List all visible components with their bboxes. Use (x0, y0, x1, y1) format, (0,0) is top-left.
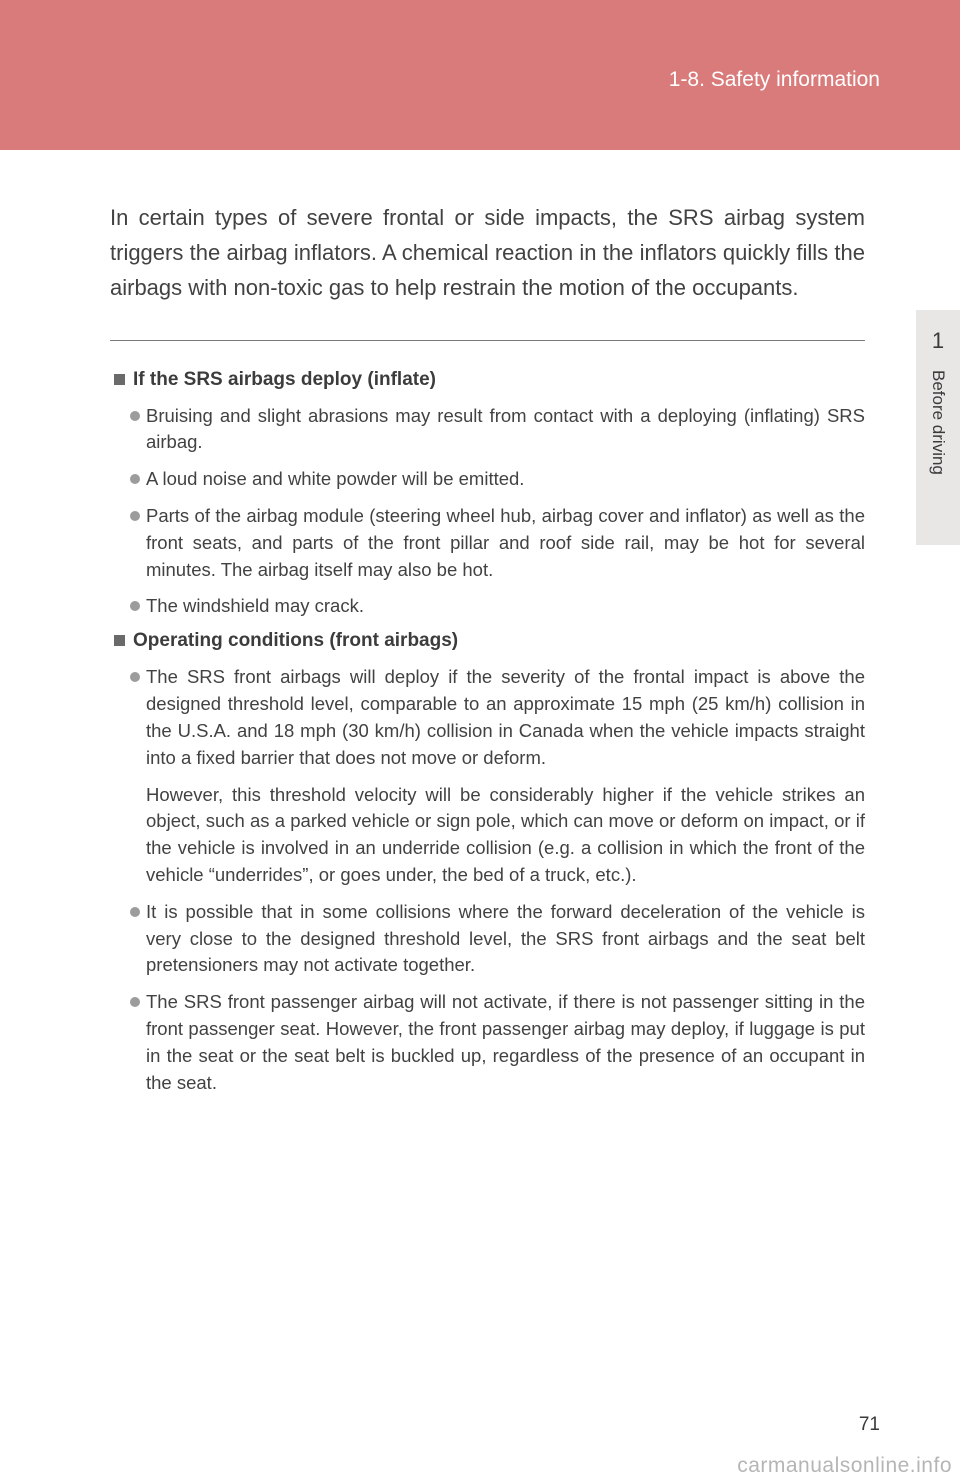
list-item: Parts of the airbag module (steering whe… (110, 503, 865, 583)
bullet-text: The SRS front airbags will deploy if the… (146, 664, 865, 889)
header-section-label: 1-8. Safety information (669, 68, 880, 92)
list-item: The SRS front airbags will deploy if the… (110, 664, 865, 889)
bullet-text: The windshield may crack. (146, 593, 865, 620)
page-content: In certain types of severe frontal or si… (110, 200, 865, 1106)
bullet-text: The SRS front passenger airbag will not … (146, 989, 865, 1096)
list-item: The windshield may crack. (110, 593, 865, 620)
square-bullet-icon (114, 374, 125, 385)
square-bullet-icon (114, 635, 125, 646)
bullet-icon (130, 997, 140, 1007)
bullet-text-main: The SRS front airbags will deploy if the… (146, 666, 865, 767)
list-item: Bruising and slight abrasions may result… (110, 403, 865, 457)
list-item: A loud noise and white powder will be em… (110, 466, 865, 493)
section-heading: If the SRS airbags deploy (inflate) (110, 369, 865, 391)
intro-paragraph: In certain types of severe frontal or si… (110, 200, 865, 306)
bullet-icon (130, 601, 140, 611)
chapter-label: Before driving (928, 370, 948, 475)
chapter-side-tab: 1 Before driving (916, 310, 960, 545)
section-heading-text: Operating conditions (front airbags) (133, 630, 458, 652)
bullet-text: It is possible that in some collisions w… (146, 899, 865, 979)
bullet-icon (130, 411, 140, 421)
chapter-number: 1 (916, 328, 960, 354)
content-divider (110, 340, 865, 341)
list-item: The SRS front passenger airbag will not … (110, 989, 865, 1096)
bullet-icon (130, 511, 140, 521)
bullet-icon (130, 907, 140, 917)
bullet-text-sub: However, this threshold velocity will be… (146, 782, 865, 889)
section-heading: Operating conditions (front airbags) (110, 630, 865, 652)
section-heading-text: If the SRS airbags deploy (inflate) (133, 369, 436, 391)
bullet-icon (130, 474, 140, 484)
bullet-text: A loud noise and white powder will be em… (146, 466, 865, 493)
bullet-text: Bruising and slight abrasions may result… (146, 403, 865, 457)
watermark-text: carmanualsonline.info (737, 1454, 952, 1478)
page-number: 71 (859, 1414, 880, 1436)
list-item: It is possible that in some collisions w… (110, 899, 865, 979)
bullet-icon (130, 672, 140, 682)
bullet-text: Parts of the airbag module (steering whe… (146, 503, 865, 583)
